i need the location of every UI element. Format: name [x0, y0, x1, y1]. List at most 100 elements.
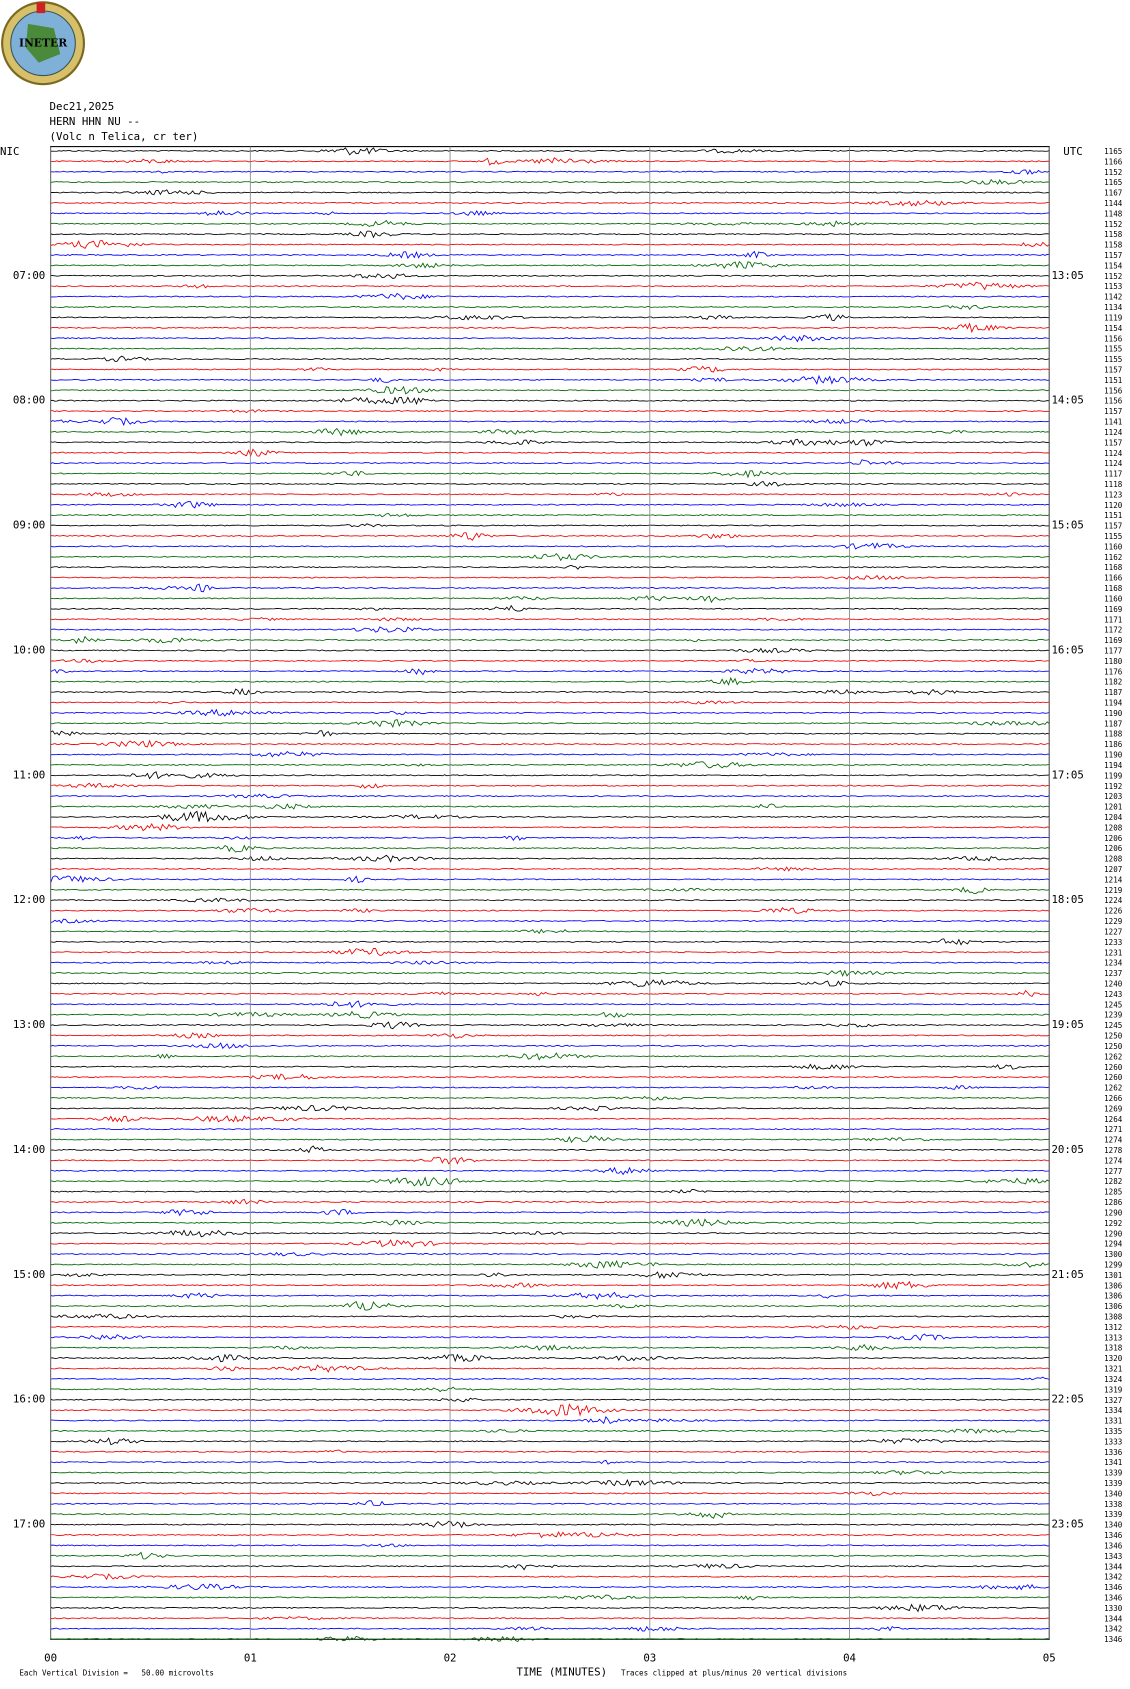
left-time: 11:00 [13, 768, 45, 781]
row-number: 1274 [1104, 1136, 1123, 1145]
row-number: 1124 [1104, 459, 1123, 468]
trace [50, 604, 1050, 612]
left-time: 07:00 [13, 269, 45, 282]
row-number: 1119 [1104, 313, 1123, 322]
row-number: 1277 [1104, 1167, 1122, 1176]
trace [50, 667, 1050, 676]
row-number: 1321 [1104, 1365, 1123, 1374]
trace [50, 708, 1050, 717]
trace [50, 365, 1050, 373]
row-number: 1234 [1104, 959, 1123, 968]
trace [50, 281, 1050, 291]
row-number: 1192 [1104, 782, 1122, 791]
left-time: 08:00 [13, 394, 45, 407]
row-number: 1219 [1104, 886, 1123, 895]
row-number: 1340 [1104, 1489, 1123, 1498]
trace [50, 1229, 1050, 1238]
trace [50, 793, 1050, 799]
trace [50, 771, 1050, 780]
trace [50, 810, 1050, 823]
row-number: 1318 [1104, 1344, 1123, 1353]
trace [50, 761, 1050, 769]
row-number: 1226 [1104, 907, 1123, 916]
row-number: 1346 [1104, 1635, 1123, 1644]
row-number: 1156 [1104, 397, 1123, 406]
trace [50, 552, 1050, 562]
trace [50, 1625, 1050, 1632]
row-number: 1282 [1104, 1177, 1122, 1186]
trace [50, 273, 1050, 279]
row-number: 1194 [1104, 699, 1123, 708]
trace [50, 844, 1050, 853]
trace [50, 1500, 1050, 1507]
trace [50, 230, 1050, 239]
row-number: 1152 [1104, 220, 1122, 229]
row-number: 1245 [1104, 1021, 1122, 1030]
row-number: 1250 [1104, 1042, 1123, 1051]
row-number: 1155 [1104, 532, 1122, 541]
trace [50, 564, 1050, 570]
trace [50, 1437, 1050, 1446]
trace [50, 374, 1050, 385]
row-number: 1154 [1104, 324, 1123, 333]
trace [50, 1594, 1050, 1601]
trace [50, 313, 1050, 322]
row-number: 1176 [1104, 667, 1123, 676]
row-number: 1262 [1104, 1052, 1122, 1061]
row-number: 1266 [1104, 1094, 1123, 1103]
row-number: 1224 [1104, 896, 1123, 905]
row-number: 1156 [1104, 334, 1123, 343]
row-number: 1158 [1104, 230, 1123, 239]
row-number: 1124 [1104, 449, 1123, 458]
trace [50, 1095, 1050, 1101]
left-time: 14:00 [13, 1143, 45, 1156]
row-number: 1343 [1104, 1552, 1122, 1561]
row-number: 1342 [1104, 1573, 1122, 1582]
trace [50, 1635, 1050, 1643]
trace [50, 1543, 1050, 1548]
trace [50, 492, 1050, 497]
trace [50, 583, 1050, 593]
trace [50, 635, 1050, 644]
row-number: 1340 [1104, 1521, 1123, 1530]
trace [50, 147, 1050, 156]
traces [50, 147, 1050, 1643]
trace [50, 1353, 1050, 1363]
trace [50, 1271, 1050, 1279]
trace [50, 687, 1050, 696]
left-time: 16:00 [13, 1393, 45, 1406]
row-number: 1341 [1104, 1458, 1123, 1467]
scale-note: Each Vertical Division = 50.00 microvolt… [19, 1669, 214, 1678]
left-time: 15:00 [13, 1268, 45, 1281]
trace [50, 595, 1050, 604]
row-number: 1250 [1104, 1032, 1123, 1041]
row-number: 1169 [1104, 605, 1123, 614]
row-number: 1308 [1104, 1313, 1123, 1322]
row-number: 1157 [1104, 251, 1122, 260]
trace [50, 305, 1050, 311]
row-number: 1237 [1104, 969, 1122, 978]
left-time: 17:00 [13, 1518, 45, 1531]
row-number: 1194 [1104, 761, 1123, 770]
row-number: 1233 [1104, 938, 1122, 947]
row-number: 1331 [1104, 1417, 1123, 1426]
trace [50, 501, 1050, 509]
trace [50, 979, 1050, 988]
row-number: 1290 [1104, 1229, 1123, 1238]
row-number: 1306 [1104, 1292, 1123, 1301]
row-number: 1167 [1104, 189, 1122, 198]
row-number: 1162 [1104, 553, 1122, 562]
trace [50, 969, 1050, 977]
row-number: 1346 [1104, 1583, 1123, 1592]
row-number: 1286 [1104, 1198, 1123, 1207]
trace [50, 240, 1050, 249]
trace [50, 199, 1050, 207]
row-number: 1182 [1104, 678, 1122, 687]
trace [50, 396, 1050, 406]
row-number: 1204 [1104, 813, 1123, 822]
trace [50, 854, 1050, 863]
trace [50, 1416, 1050, 1425]
trace [50, 1176, 1050, 1187]
row-number: 1120 [1104, 501, 1123, 510]
trace [50, 1343, 1050, 1351]
